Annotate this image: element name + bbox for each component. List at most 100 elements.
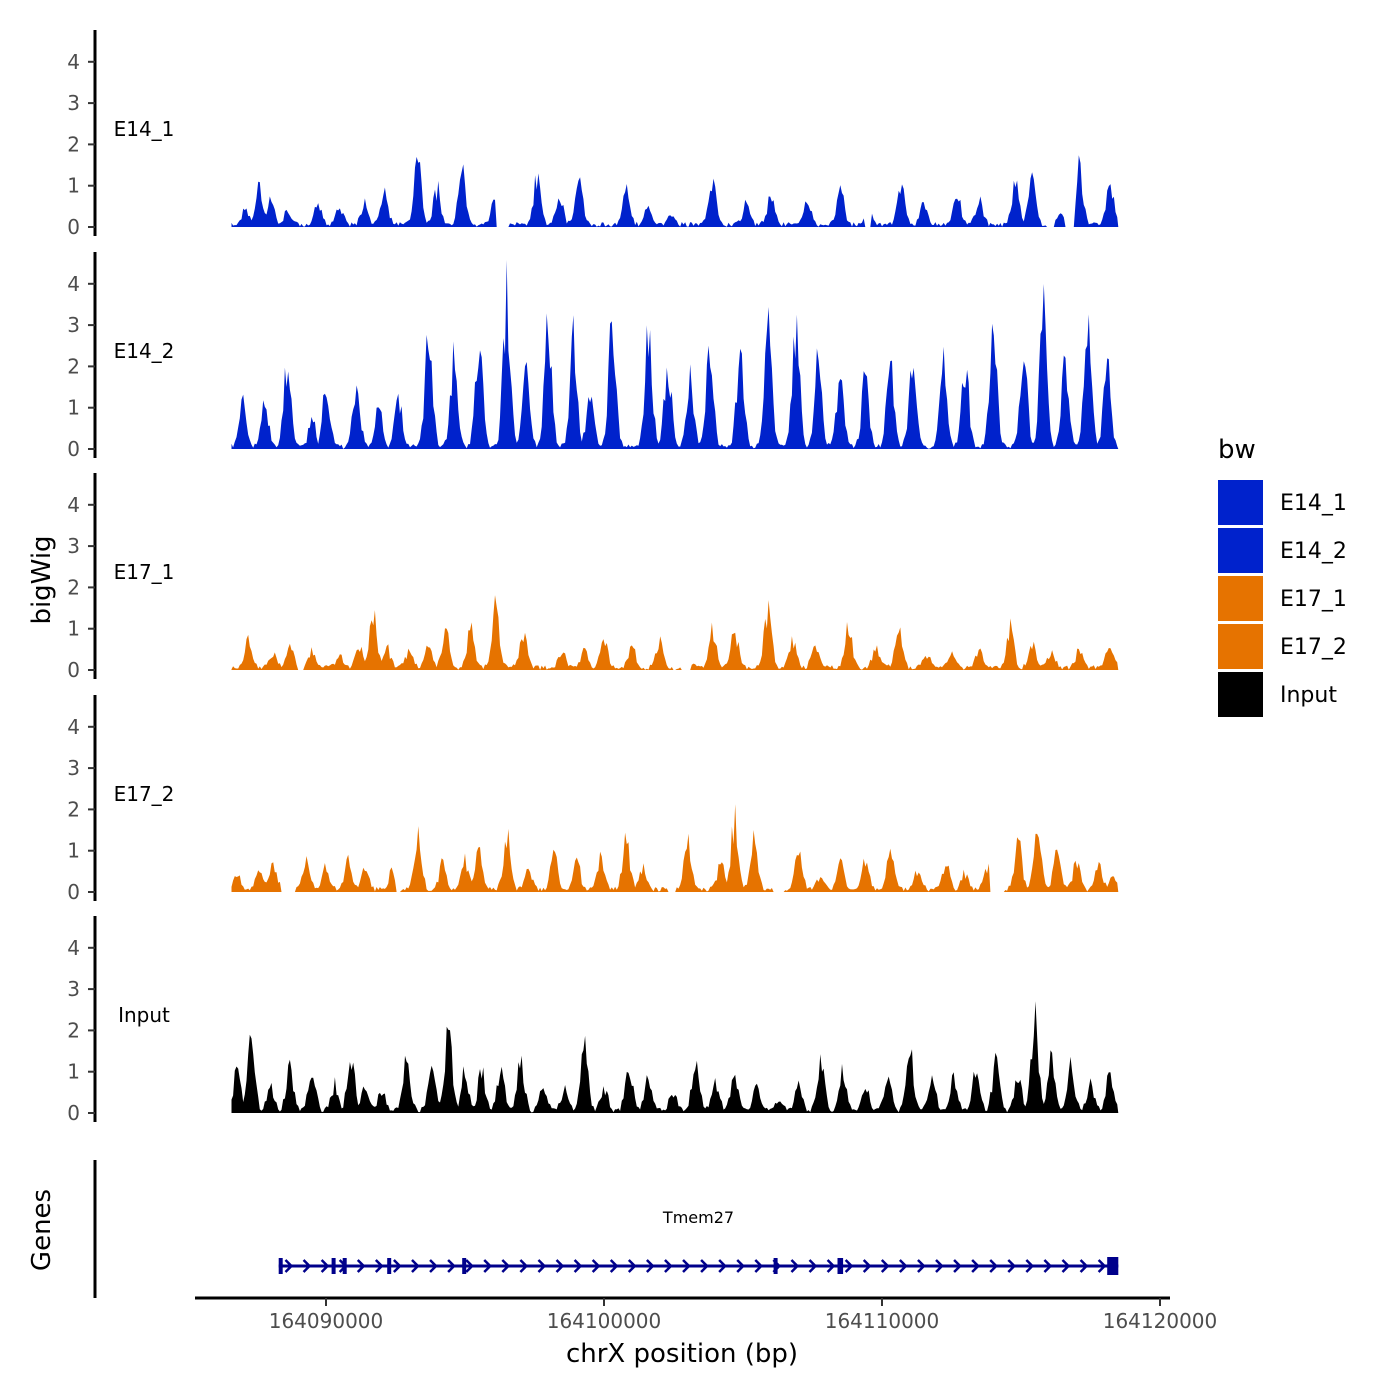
y-tick-label: 2	[67, 575, 80, 599]
strand-arrow	[1097, 1259, 1107, 1273]
strand-arrow	[429, 1259, 438, 1273]
strand-arrow	[627, 1259, 637, 1273]
strand-arrow	[537, 1259, 547, 1273]
y-tick-label: 4	[67, 936, 80, 960]
strand-arrow	[645, 1259, 655, 1273]
y-tick-label: 1	[67, 617, 80, 641]
legend-title: bw	[1218, 435, 1256, 465]
legend-key-E17_2	[1218, 624, 1263, 669]
strand-arrow	[483, 1259, 493, 1273]
track-label: E14_2	[114, 339, 175, 363]
y-tick-label: 0	[67, 215, 80, 239]
y-axis-label-group: bigWig Genes	[27, 535, 57, 1271]
strand-arrow	[573, 1259, 583, 1273]
y-tick-label: 2	[67, 797, 80, 821]
strand-arrow	[411, 1259, 420, 1273]
strand-arrow	[356, 1259, 366, 1273]
strand-arrow	[664, 1259, 673, 1273]
legend-label: E17_1	[1280, 587, 1347, 612]
gene-track: Tmem27	[93, 1160, 1119, 1298]
y-tick-label: 4	[67, 715, 80, 739]
y-tick-label: 3	[67, 313, 80, 337]
strand-arrow	[790, 1259, 800, 1273]
x-tick-label: 164090000	[269, 1309, 384, 1333]
track-label: E17_1	[114, 560, 175, 584]
gene-exon	[387, 1258, 392, 1274]
gene-exon	[837, 1258, 844, 1274]
x-axis-label: chrX position (bp)	[566, 1339, 798, 1369]
y-tick-label: 0	[67, 658, 80, 682]
x-tick-label: 164100000	[547, 1309, 662, 1333]
y-axis-label: bigWig	[27, 535, 57, 624]
legend-key-E14_2	[1218, 528, 1263, 573]
y-tick-label: 2	[67, 132, 80, 156]
strand-arrow	[917, 1259, 926, 1273]
strand-arrow	[284, 1259, 294, 1273]
strand-arrow	[374, 1259, 384, 1273]
strand-arrow	[682, 1259, 691, 1273]
strand-arrow	[1061, 1259, 1071, 1273]
y-tick-label: 1	[67, 1060, 80, 1084]
legend-label: E17_2	[1280, 635, 1347, 660]
strand-arrow	[1079, 1259, 1089, 1273]
legend-key-E14_1	[1218, 480, 1263, 525]
strand-arrow	[591, 1259, 601, 1273]
gene-exon	[342, 1258, 347, 1274]
legend-label: E14_1	[1280, 491, 1347, 516]
x-axis: chrX position (bp) 164090000 164100000 164…	[195, 1296, 1218, 1369]
strand-arrow	[736, 1259, 745, 1273]
strand-arrow	[808, 1259, 818, 1273]
y-tick-label: 4	[67, 272, 80, 296]
coverage-area-E17_1	[231, 595, 1119, 670]
strand-arrow	[320, 1259, 330, 1273]
strand-arrow	[1025, 1259, 1035, 1273]
strand-arrow	[935, 1259, 944, 1273]
track-Input: 0 1 2 3 4 Input	[67, 916, 1119, 1125]
track-E17_1: 0 1 2 3 4 E17_1	[67, 473, 1119, 682]
strand-arrow	[501, 1259, 511, 1273]
coverage-area-E14_1	[231, 155, 1119, 227]
x-tick-label: 164120000	[1103, 1309, 1218, 1333]
coverage-area-Input	[231, 1001, 1119, 1113]
gene-exon	[278, 1258, 283, 1274]
y-tick-label: 0	[67, 880, 80, 904]
legend: bw E14_1 E14_2 E17_1 E17_2 Input	[1218, 435, 1347, 717]
y-tick-label: 2	[67, 354, 80, 378]
y-tick-label: 3	[67, 756, 80, 780]
y-tick-label: 0	[67, 437, 80, 461]
tracks: 0 1 2 3 4 E14_1 0 1 2 3 4 E14_2 0 1 2 3 4 E17_1 0 1 2 3 4 E17_2…	[67, 30, 1119, 1125]
strand-arrow	[1007, 1259, 1017, 1273]
strand-arrow	[718, 1259, 727, 1273]
track-label: E17_2	[114, 782, 175, 806]
gene-exon	[331, 1258, 336, 1274]
gene-exon	[462, 1258, 467, 1274]
strand-arrow	[862, 1259, 872, 1273]
legend-label: Input	[1280, 683, 1337, 708]
track-E14_2: 0 1 2 3 4 E14_2	[67, 252, 1119, 461]
genes-axis-label: Genes	[27, 1189, 57, 1271]
strand-arrow	[844, 1259, 854, 1273]
y-tick-label: 3	[67, 977, 80, 1001]
y-tick-label: 4	[67, 50, 80, 74]
strand-arrow	[953, 1259, 962, 1273]
strand-arrow	[465, 1259, 474, 1273]
y-tick-label: 3	[67, 91, 80, 115]
strand-arrow	[609, 1259, 619, 1273]
track-E14_1: 0 1 2 3 4 E14_1	[67, 30, 1119, 239]
y-tick-label: 0	[67, 1101, 80, 1125]
coverage-area-E17_2	[231, 804, 1119, 892]
strand-arrow	[447, 1259, 456, 1273]
strand-arrow	[700, 1259, 709, 1273]
strand-arrow	[898, 1259, 908, 1273]
strand-arrow	[519, 1259, 529, 1273]
track-E17_2: 0 1 2 3 4 E17_2	[67, 695, 1119, 904]
y-tick-label: 1	[67, 396, 80, 420]
legend-key-E17_1	[1218, 576, 1263, 621]
y-tick-label: 1	[67, 839, 80, 863]
x-tick-label: 164110000	[825, 1309, 940, 1333]
y-tick-label: 3	[67, 534, 80, 558]
strand-arrow	[302, 1259, 312, 1273]
strand-arrow	[989, 1259, 998, 1273]
